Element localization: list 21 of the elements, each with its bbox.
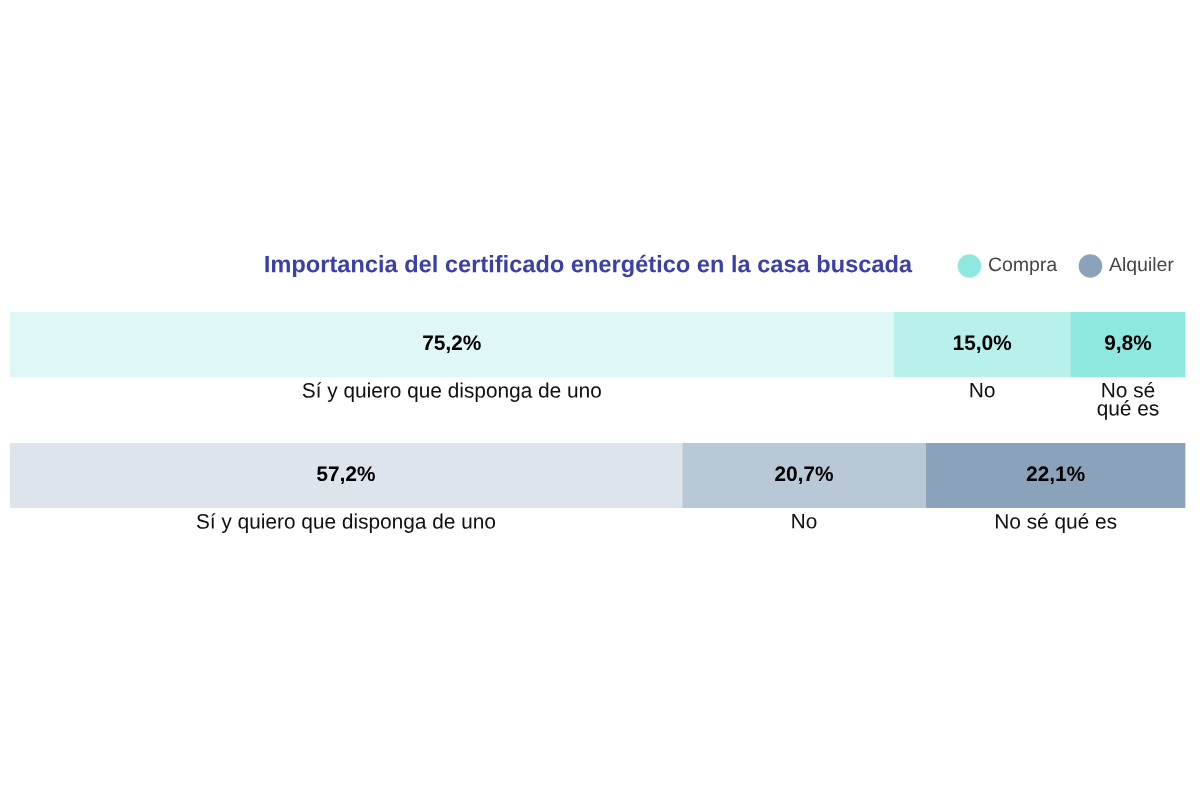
data-label: 22,1% [1026,466,1085,485]
bar [925,443,1186,508]
bar [1070,312,1186,377]
chart-title: Importancia del certificado energético en la casa buscada [265,254,913,278]
text: No [792,514,817,529]
bar [9,443,683,508]
series-label: No sé qué es [1097,381,1159,420]
bar [9,312,894,377]
data-label: 57,2% [317,466,375,485]
data-label: 75,2% [423,335,481,354]
text: Sí y quiero que disponga de uno [196,513,496,533]
bar [682,443,926,508]
data-label: 15,0% [953,335,1012,354]
bar [893,312,1071,377]
text: Compra [988,257,1058,276]
series-label: No [970,382,995,398]
data-label: 9,8% [1104,335,1152,354]
text: Alquiler [1109,256,1174,276]
text: No sé qué es [995,513,1117,533]
series-label: Sí y quiero que disponga de uno [302,382,601,402]
data-label: 20,7% [775,466,833,485]
